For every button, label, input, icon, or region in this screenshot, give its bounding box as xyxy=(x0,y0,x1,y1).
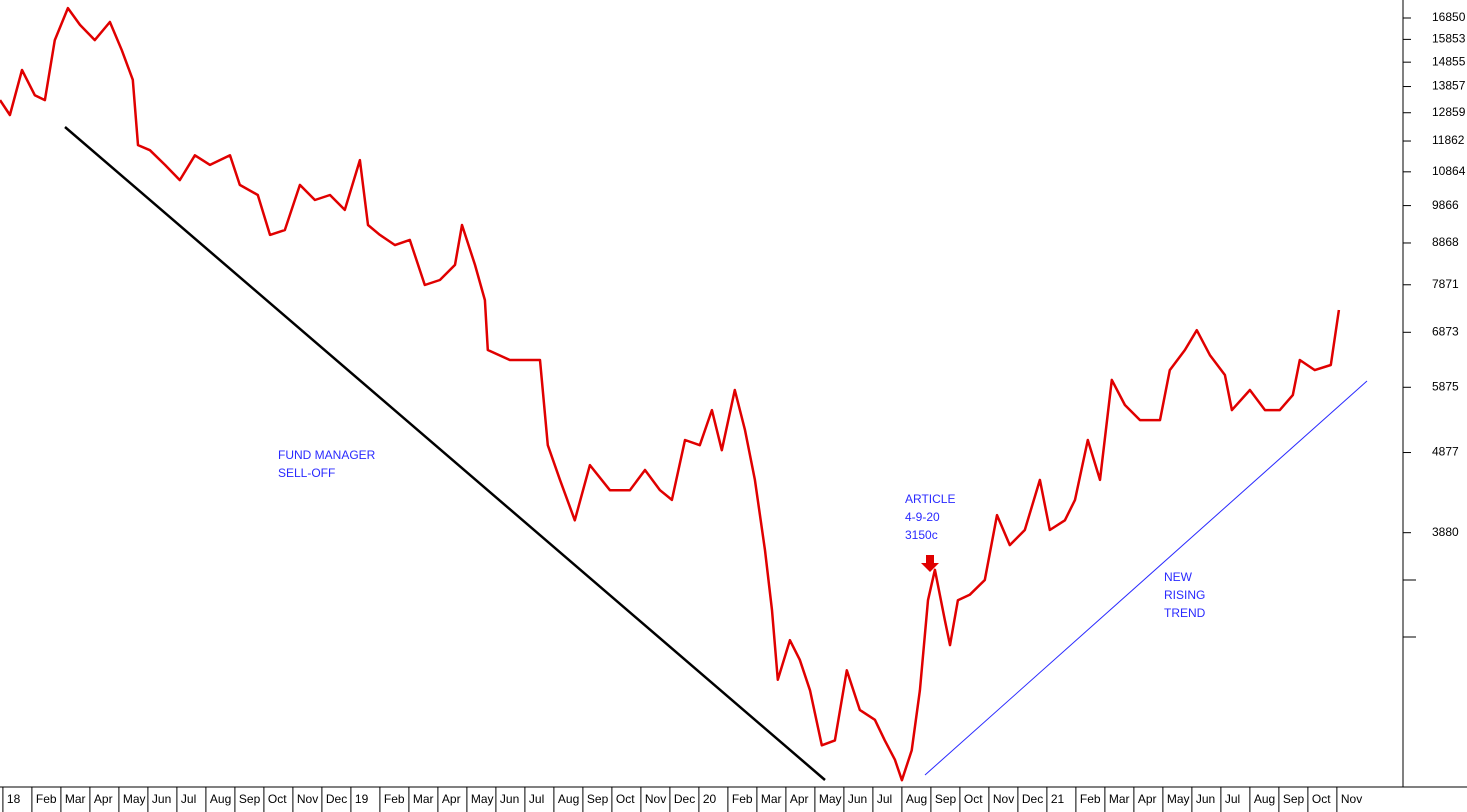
x-tick-label: 18 xyxy=(7,792,21,806)
x-tick-label: Dec xyxy=(326,792,347,806)
x-tick-label: Nov xyxy=(645,792,666,806)
y-tick-label: 8868 xyxy=(1432,235,1459,249)
x-tick-label: Mar xyxy=(761,792,782,806)
x-tick-label: Mar xyxy=(413,792,434,806)
x-tick-label: Feb xyxy=(384,792,405,806)
x-tick-label: Jun xyxy=(152,792,171,806)
x-tick-label: Dec xyxy=(674,792,695,806)
x-tick-label: Mar xyxy=(65,792,86,806)
x-tick-label: Sep xyxy=(239,792,261,806)
annotation: ARTICLE xyxy=(905,492,955,506)
x-tick-label: Aug xyxy=(906,792,927,806)
x-tick-label: Dec xyxy=(1022,792,1043,806)
x-tick-label: Apr xyxy=(790,792,809,806)
x-tick-label: Feb xyxy=(36,792,57,806)
x-tick-label: Jul xyxy=(181,792,196,806)
x-tick-label: Apr xyxy=(442,792,461,806)
x-tick-label: Mar xyxy=(1109,792,1130,806)
y-tick-label: 3880 xyxy=(1432,525,1459,539)
y-tick-label: 7871 xyxy=(1432,277,1459,291)
y-tick-label: 13857 xyxy=(1432,79,1466,93)
y-tick-label: 6873 xyxy=(1432,324,1459,338)
x-tick-label: Nov xyxy=(297,792,318,806)
x-tick-label: Aug xyxy=(1254,792,1275,806)
y-tick-label: 15853 xyxy=(1432,32,1466,46)
x-tick-label: May xyxy=(1167,792,1190,806)
x-tick-label: Jul xyxy=(529,792,544,806)
y-tick-label: 11862 xyxy=(1432,133,1465,147)
y-tick-label: 9866 xyxy=(1432,198,1459,212)
x-tick-label: Sep xyxy=(935,792,957,806)
x-tick-label: May xyxy=(471,792,494,806)
x-tick-label: Oct xyxy=(268,792,287,806)
y-tick-label: 14855 xyxy=(1432,54,1466,68)
x-tick-label: Jun xyxy=(500,792,519,806)
rising-trend-line xyxy=(924,380,1368,776)
y-tick-label: 5875 xyxy=(1432,379,1459,393)
x-tick-label: Sep xyxy=(587,792,609,806)
x-tick-label: Jun xyxy=(1196,792,1215,806)
x-tick-label: Aug xyxy=(558,792,579,806)
falling-trend-line xyxy=(64,126,826,781)
annotation: TREND xyxy=(1164,606,1206,620)
x-tick-label: 19 xyxy=(355,792,369,806)
x-tick-label: 20 xyxy=(703,792,717,806)
x-tick-label: Oct xyxy=(1312,792,1331,806)
x-tick-label: Jul xyxy=(1225,792,1240,806)
x-tick-label: Aug xyxy=(210,792,231,806)
x-tick-label: 21 xyxy=(1051,792,1065,806)
y-tick-label: 12859 xyxy=(1432,105,1466,119)
x-tick-label: Jul xyxy=(877,792,892,806)
x-tick-label: Nov xyxy=(1341,792,1362,806)
annotation: RISING xyxy=(1164,588,1205,602)
y-tick-label: 16850 xyxy=(1432,10,1466,24)
x-tick-label: Sep xyxy=(1283,792,1305,806)
x-tick-label: Jun xyxy=(848,792,867,806)
x-tick-label: Oct xyxy=(616,792,635,806)
x-tick-label: May xyxy=(123,792,146,806)
price-line xyxy=(0,6,1341,782)
y-tick-label: 4877 xyxy=(1432,445,1459,459)
x-tick-label: May xyxy=(819,792,842,806)
x-tick-label: Feb xyxy=(732,792,753,806)
annotation: SELL-OFF xyxy=(278,466,335,480)
annotation: 4-9-20 xyxy=(905,510,940,524)
y-tick-label: 10864 xyxy=(1432,164,1466,178)
annotation: NEW xyxy=(1164,570,1193,584)
annotation: 3150c xyxy=(905,528,938,542)
x-tick-label: Apr xyxy=(94,792,113,806)
x-tick-label: Oct xyxy=(964,792,983,806)
article-arrow xyxy=(921,555,939,572)
annotation: FUND MANAGER xyxy=(278,448,376,462)
x-tick-label: Apr xyxy=(1138,792,1157,806)
x-tick-label: Feb xyxy=(1080,792,1101,806)
x-tick-label: Nov xyxy=(993,792,1014,806)
